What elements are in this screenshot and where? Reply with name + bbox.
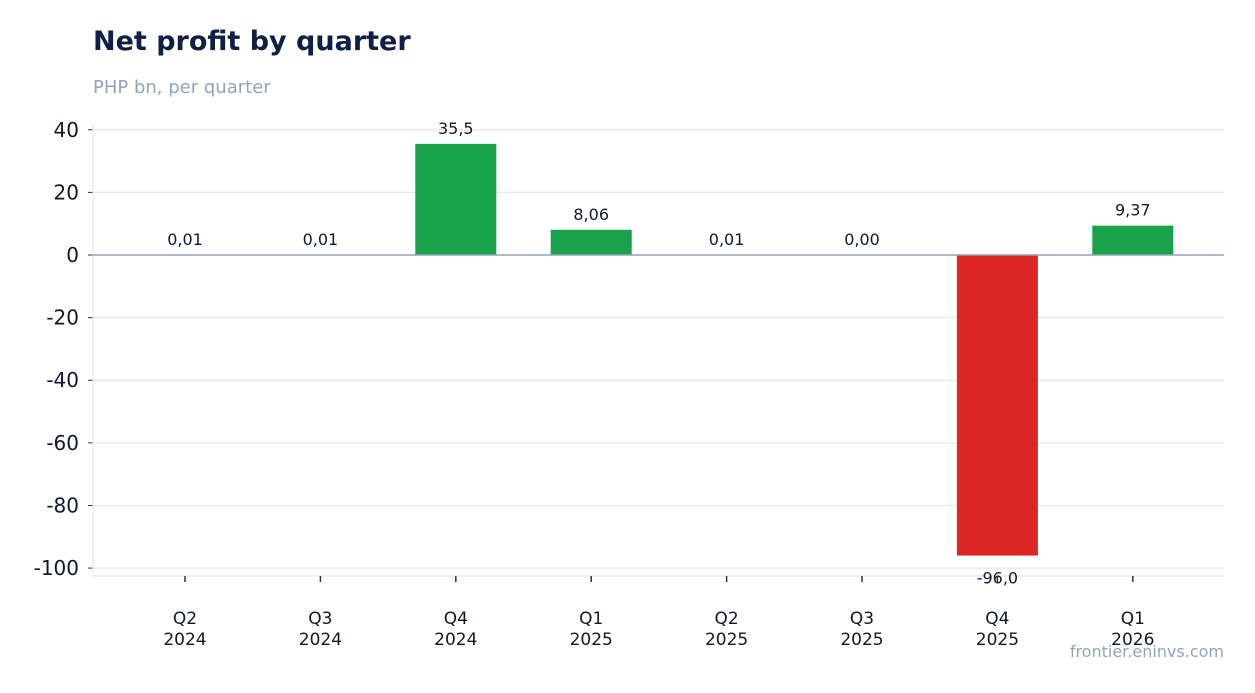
bar <box>415 143 497 255</box>
y-tick-label: -40 <box>46 368 79 392</box>
x-tick-label: Q4 <box>444 609 468 629</box>
x-tick-label: 2025 <box>840 630 883 650</box>
x-tick-label: 2025 <box>570 630 613 650</box>
x-tick-label: Q2 <box>714 609 738 629</box>
y-tick-label: -20 <box>46 306 79 330</box>
x-tick-label: 2026 <box>1111 630 1154 650</box>
labels: 40200-20-40-60-80-1000,01Q220240,01Q3202… <box>34 118 1155 650</box>
data-label: 9,37 <box>1115 201 1151 220</box>
bar <box>550 229 632 255</box>
data-label: 35,5 <box>438 119 474 138</box>
axes <box>88 124 1224 582</box>
x-tick-label: Q4 <box>985 609 1009 629</box>
x-tick-label: 2024 <box>163 630 206 650</box>
chart-subtitle: PHP bn, per quarter <box>93 77 271 98</box>
y-tick-label: 40 <box>54 118 79 142</box>
x-tick-label: 2024 <box>434 630 477 650</box>
y-tick-label: -60 <box>46 431 79 455</box>
y-tick-label: 0 <box>66 243 79 267</box>
x-tick-label: Q2 <box>173 609 197 629</box>
bar <box>1092 225 1174 255</box>
data-label: 0,01 <box>303 230 339 249</box>
x-tick-label: 2024 <box>299 630 342 650</box>
data-label: -96,0 <box>977 569 1018 588</box>
data-label: 0,00 <box>844 230 880 249</box>
data-label: 8,06 <box>573 205 609 224</box>
x-tick-label: Q1 <box>1121 609 1145 629</box>
x-tick-label: Q1 <box>579 609 603 629</box>
x-tick-label: Q3 <box>850 609 874 629</box>
x-tick-label: 2025 <box>976 630 1019 650</box>
x-tick-label: Q3 <box>308 609 332 629</box>
x-tick-label: 2025 <box>705 630 748 650</box>
bars <box>144 143 1174 556</box>
data-label: 0,01 <box>167 230 203 249</box>
y-tick-label: 20 <box>54 180 79 204</box>
data-label: 0,01 <box>709 230 745 249</box>
watermark: frontier.eninvs.com <box>1069 642 1224 661</box>
y-tick-label: -100 <box>34 556 79 580</box>
chart-title: Net profit by quarter <box>93 26 411 57</box>
grid-lines <box>93 129 1224 569</box>
bar <box>956 255 1038 556</box>
y-tick-label: -80 <box>46 493 79 517</box>
